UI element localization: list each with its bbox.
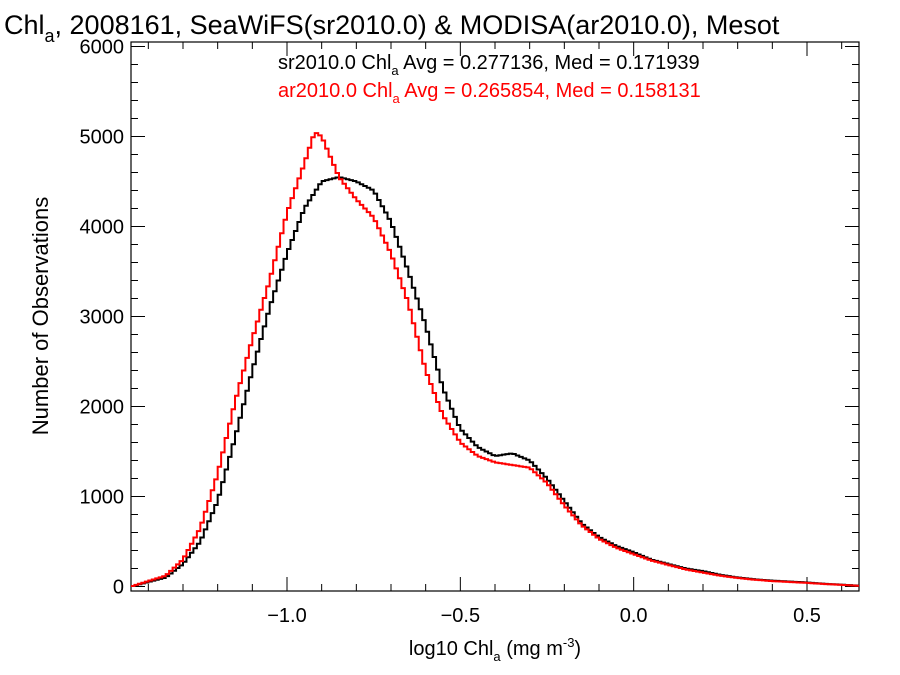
chart-title-rest: , 2008161, SeaWiFS(sr2010.0) & MODISA(ar…	[55, 10, 780, 40]
legend-1-pre: sr2010.0 Chl	[278, 52, 391, 74]
y-tick-label: 4000	[80, 217, 125, 239]
legend-1-sub: a	[391, 63, 399, 78]
axis-ticks	[131, 42, 859, 591]
xlabel-pre: log10 Chl	[409, 638, 494, 660]
legend-2-post: Avg = 0.265854, Med = 0.158131	[400, 80, 701, 102]
chart-title-main: Chl	[4, 10, 45, 40]
x-tick-label: 0.0	[620, 605, 648, 627]
x-axis-label: log10 Chla (mg m-3)	[409, 635, 581, 664]
y-tick-labels: 0 1000 2000 3000 4000 5000 6000	[80, 37, 125, 599]
legend-2-sub: a	[393, 91, 401, 106]
y-tick-label: 1000	[80, 487, 125, 509]
y-axis-label: Number of Observations	[28, 197, 53, 435]
y-tick-label: 5000	[80, 127, 125, 149]
x-tick-labels: −1.0 −0.5 0.0 0.5	[267, 605, 821, 627]
x-tick-label: −0.5	[441, 605, 480, 627]
x-tick-label: −1.0	[267, 605, 306, 627]
y-tick-label: 2000	[80, 397, 125, 419]
xlabel-mid: (mg m	[501, 638, 563, 660]
series-group	[131, 132, 859, 588]
xlabel-sup: -3	[563, 635, 575, 650]
x-tick-label: 0.5	[793, 605, 821, 627]
legend-2-pre: ar2010.0 Chl	[278, 80, 393, 102]
xlabel-post: )	[574, 638, 581, 660]
chart-title-subscript: a	[45, 26, 56, 46]
xlabel-sub: a	[493, 649, 501, 664]
series-ar2010.0-line	[131, 132, 859, 587]
legend-entry-2: ar2010.0 Chla Avg = 0.265854, Med = 0.15…	[278, 80, 701, 106]
chart-title: Chla, 2008161, SeaWiFS(sr2010.0) & MODIS…	[4, 10, 780, 46]
y-tick-label: 0	[113, 577, 124, 599]
legend-entry-1: sr2010.0 Chla Avg = 0.277136, Med = 0.17…	[278, 52, 700, 78]
y-tick-label: 6000	[80, 37, 125, 59]
legend-1-post: Avg = 0.277136, Med = 0.171939	[399, 52, 700, 74]
y-tick-label: 3000	[80, 307, 125, 329]
